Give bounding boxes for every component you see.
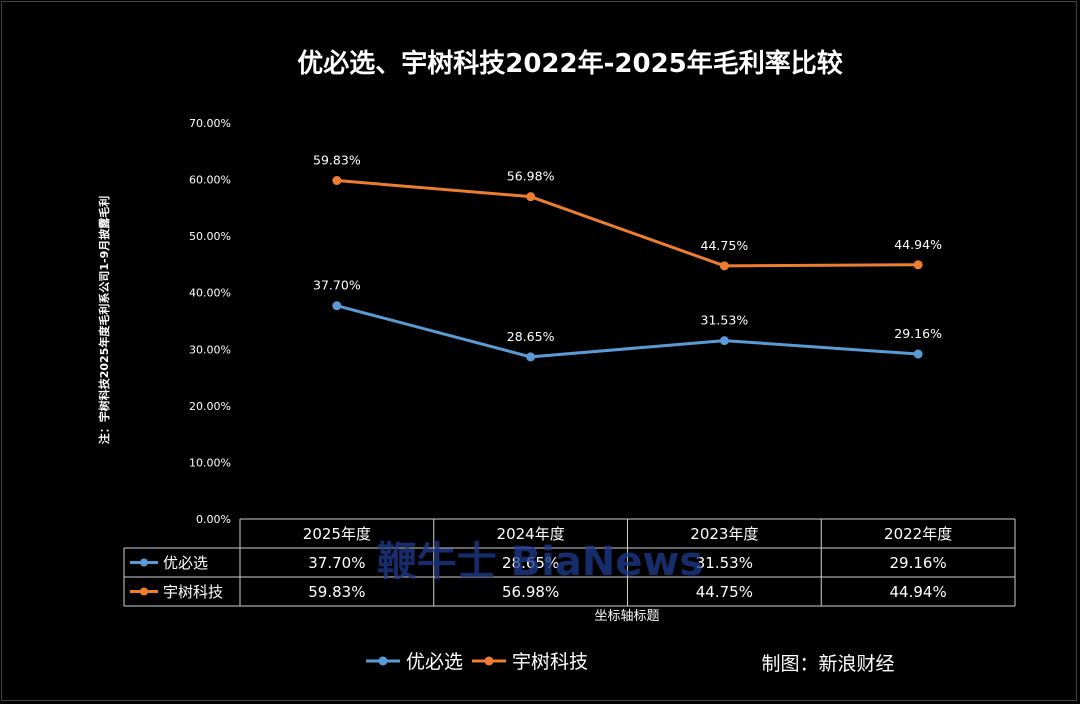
table-legend-marker (140, 558, 148, 567)
legend-marker (484, 656, 494, 666)
table-series-name: 宇树科技 (163, 583, 223, 601)
data-point (526, 192, 536, 202)
credit-text: 制图：新浪财经 (761, 653, 894, 675)
legend-marker (378, 656, 388, 666)
data-label: 29.16% (894, 326, 942, 341)
category-header: 2023年度 (690, 525, 758, 543)
y-axis-note: 注：宇树科技2025年度毛利系公司1-9月披露毛利 (97, 196, 111, 445)
data-point (719, 336, 729, 346)
series-layer: 37.70% 28.65% 31.53% 29.16% 59.83% 56.98% 44.7… (313, 153, 942, 362)
data-point (913, 260, 923, 270)
legend: 优必选 宇树科技 (366, 651, 588, 673)
table-legend-marker (140, 587, 148, 596)
data-label: 31.53% (701, 313, 749, 328)
data-point (332, 176, 342, 186)
y-tick-label: 10.00% (189, 456, 231, 469)
table-cell: 44.75% (696, 583, 753, 601)
category-header: 2022年度 (884, 525, 952, 543)
data-label: 28.65% (507, 329, 555, 344)
y-tick-label: 0.00% (196, 513, 231, 526)
y-axis-ticks: 0.00% 10.00% 20.00% 30.00% 40.00% 50.00% 60.00… (189, 117, 231, 526)
data-point (332, 301, 342, 311)
series-line (336, 179, 919, 268)
data-point (719, 261, 729, 271)
y-tick-label: 60.00% (189, 174, 231, 187)
y-tick-label: 20.00% (189, 400, 231, 413)
data-point (526, 352, 536, 362)
table-series-name: 优必选 (163, 554, 208, 572)
table-cell: 28.65% (502, 554, 559, 572)
table-cell: 31.53% (696, 554, 753, 572)
series-line (336, 304, 919, 359)
data-point (913, 349, 923, 359)
x-axis-title: 坐标轴标题 (594, 609, 659, 624)
data-label: 37.70% (313, 278, 361, 293)
table-cell: 44.94% (890, 583, 947, 601)
category-header: 2025年度 (303, 525, 371, 543)
table-cell: 29.16% (890, 554, 947, 572)
watermark-logo: 鞭牛士 BiaNews (377, 539, 703, 585)
data-label: 59.83% (313, 153, 361, 168)
y-tick-label: 50.00% (189, 230, 231, 243)
legend-label: 宇树科技 (512, 651, 588, 673)
legend-label: 优必选 (406, 651, 463, 673)
table-cell: 56.98% (502, 583, 559, 601)
chart-title: 优必选、宇树科技2022年-2025年毛利率比较 (297, 48, 843, 79)
data-label: 44.94% (894, 237, 942, 252)
data-label: 44.75% (701, 238, 749, 253)
table-cell: 59.83% (308, 583, 365, 601)
y-tick-label: 30.00% (189, 343, 231, 356)
table-cell: 37.70% (308, 554, 365, 572)
category-header: 2024年度 (497, 525, 565, 543)
y-tick-label: 40.00% (189, 287, 231, 300)
data-label: 56.98% (507, 169, 555, 184)
y-tick-label: 70.00% (189, 117, 231, 130)
